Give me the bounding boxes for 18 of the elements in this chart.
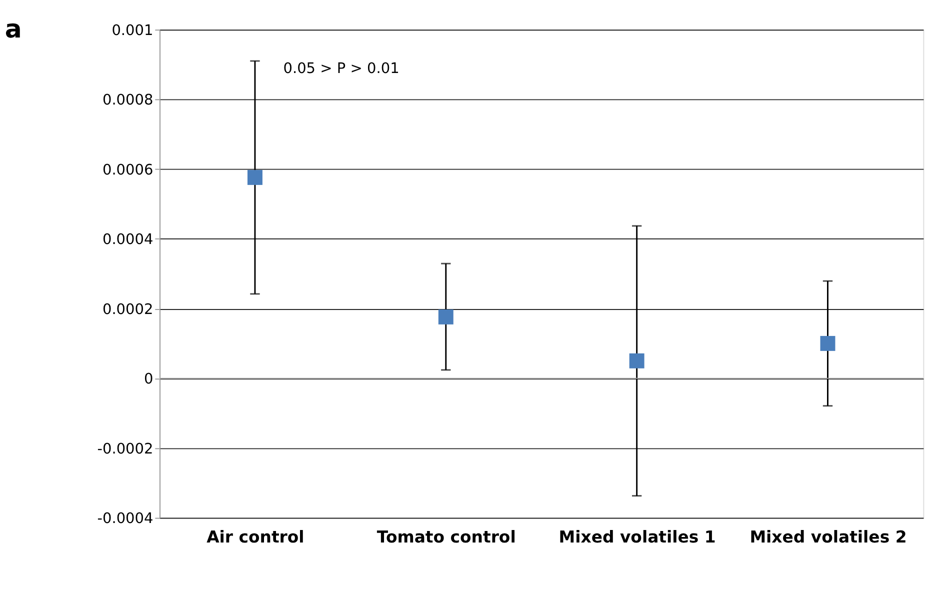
point bbox=[247, 170, 262, 185]
point bbox=[629, 353, 644, 368]
y-tick-label: -0.0004 bbox=[97, 511, 154, 528]
y-tick-label: 0.0004 bbox=[102, 232, 154, 248]
x-tick-label: Tomato control bbox=[376, 527, 516, 546]
point bbox=[820, 336, 836, 351]
x-tick-label: Mixed volatiles 1 bbox=[558, 527, 716, 546]
y-tick-label: -0.0002 bbox=[97, 441, 154, 458]
y-tick-label: 0.001 bbox=[112, 22, 154, 39]
y-tick-label: 0.0006 bbox=[102, 162, 154, 178]
y-tick-label: 0.0002 bbox=[102, 302, 154, 318]
x-tick-label: Mixed volatiles 2 bbox=[750, 527, 907, 546]
annotation: 0.05 > P > 0.01 bbox=[283, 61, 400, 78]
y-tick-label: 0.0008 bbox=[102, 92, 154, 109]
chart-title: a bbox=[4, 14, 22, 44]
x-tick-label: Air control bbox=[206, 527, 304, 546]
point bbox=[438, 309, 454, 324]
y-tick-label: 0 bbox=[144, 372, 154, 388]
